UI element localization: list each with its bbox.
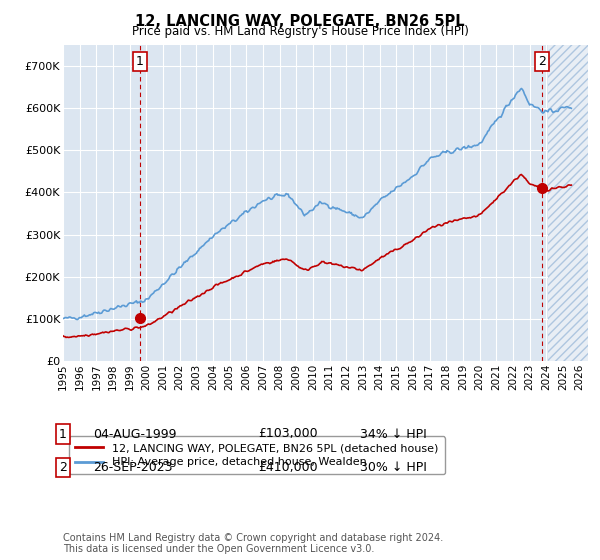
Text: 34% ↓ HPI: 34% ↓ HPI: [360, 427, 427, 441]
Text: 30% ↓ HPI: 30% ↓ HPI: [360, 461, 427, 474]
Text: 1: 1: [59, 427, 67, 441]
Text: £410,000: £410,000: [258, 461, 317, 474]
Text: 2: 2: [59, 461, 67, 474]
Bar: [548, 45, 588, 361]
Text: Price paid vs. HM Land Registry's House Price Index (HPI): Price paid vs. HM Land Registry's House …: [131, 25, 469, 38]
Text: Contains HM Land Registry data © Crown copyright and database right 2024.
This d: Contains HM Land Registry data © Crown c…: [63, 533, 443, 554]
Text: 1: 1: [136, 55, 144, 68]
Text: 04-AUG-1999: 04-AUG-1999: [93, 427, 176, 441]
Text: £103,000: £103,000: [258, 427, 317, 441]
Text: 26-SEP-2023: 26-SEP-2023: [93, 461, 173, 474]
Bar: [548, 45, 588, 361]
Text: 12, LANCING WAY, POLEGATE, BN26 5PL: 12, LANCING WAY, POLEGATE, BN26 5PL: [135, 14, 465, 29]
Text: 2: 2: [538, 55, 546, 68]
Legend: 12, LANCING WAY, POLEGATE, BN26 5PL (detached house), HPI: Average price, detach: 12, LANCING WAY, POLEGATE, BN26 5PL (det…: [68, 436, 445, 474]
